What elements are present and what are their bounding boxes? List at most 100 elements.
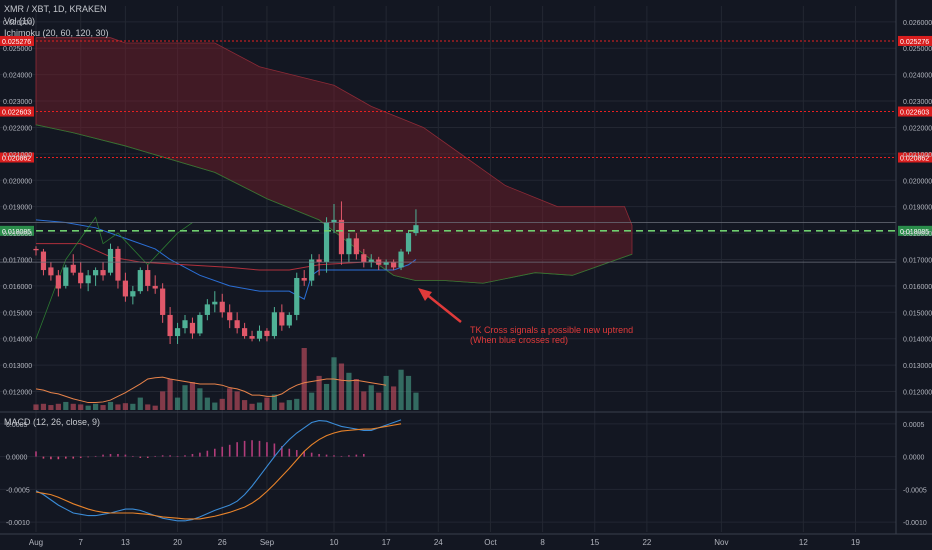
price-axis-tick: 0.015000: [903, 310, 932, 317]
price-axis-tick-left: 0.017000: [3, 257, 32, 264]
level-tag-left-label: 0.018085: [2, 229, 31, 236]
price-axis-tick-left: 0.021000: [3, 152, 32, 159]
volume-bar: [174, 397, 181, 410]
candle-body: [398, 251, 404, 268]
time-axis-tick: Nov: [714, 538, 728, 547]
macd-histogram-bar: [310, 452, 313, 457]
volume-bar: [145, 404, 151, 410]
level-tag-right-label: 0.018085: [900, 229, 929, 236]
volume-bar: [55, 403, 61, 410]
volume-bar: [130, 403, 136, 410]
price-axis-tick-left: 0.026000: [3, 20, 32, 27]
level-tag-right: [898, 106, 932, 117]
candle-body: [137, 270, 143, 292]
macd-axis-tick-left: 0.0000: [6, 455, 28, 462]
price-axis-tick-left: 0.024000: [3, 73, 32, 80]
candle-body: [353, 238, 359, 255]
volume-bar: [212, 402, 218, 410]
candle-body: [130, 291, 136, 297]
macd-histogram-bar: [273, 443, 276, 457]
candle-body: [107, 248, 114, 273]
macd-histogram-bar: [228, 444, 231, 457]
candle-body: [197, 314, 203, 334]
volume-bar: [122, 403, 128, 410]
candle-body: [212, 301, 218, 305]
macd-histogram-bar: [355, 454, 358, 457]
time-axis-tick: 20: [173, 538, 182, 547]
volume-bar: [368, 385, 374, 410]
candle-body: [256, 330, 263, 339]
candle-body: [48, 267, 54, 276]
macd-histogram-bar: [132, 455, 134, 457]
arrow-head: [418, 288, 432, 301]
macd-histogram-bar: [236, 442, 238, 457]
volume-bar: [279, 402, 285, 410]
volume-bar: [100, 405, 106, 410]
candle-body: [309, 259, 315, 281]
time-axis-tick: 22: [642, 538, 651, 547]
candle-body: [152, 285, 158, 289]
candle-body: [78, 272, 84, 284]
level-tag-right-label: 0.020862: [900, 156, 929, 163]
macd-histogram-bar: [325, 454, 328, 457]
candle-body: [249, 336, 255, 339]
price-axis-tick-left: 0.022000: [3, 125, 32, 132]
candle-body: [264, 330, 270, 337]
candle-body: [323, 222, 330, 263]
price-axis-tick: 0.024000: [903, 73, 932, 80]
macd-pane: [35, 419, 402, 522]
level-tag-right: [898, 225, 932, 236]
candle-body: [100, 270, 106, 276]
macd-histogram-bar: [288, 448, 291, 457]
volume-bar: [309, 392, 315, 410]
volume-bar: [160, 391, 166, 410]
candle-body: [338, 219, 345, 255]
macd-legend: MACD (12, 26, close, 9): [4, 417, 101, 427]
macd-histogram-bar: [117, 453, 119, 457]
candles: [33, 201, 419, 344]
candle-body: [316, 259, 322, 263]
time-axis-tick: 17: [382, 538, 391, 547]
macd-histogram-bar: [154, 455, 156, 457]
price-axis-tick-left: 0.013000: [3, 363, 32, 370]
volume-bar: [219, 398, 225, 410]
volume-bar: [242, 400, 248, 410]
candle-body: [234, 320, 240, 329]
time-axis-tick: 15: [590, 538, 599, 547]
price-axis-tick: 0.022000: [903, 125, 932, 132]
candle-body: [368, 259, 374, 263]
macd-histogram-bar: [281, 446, 283, 457]
candle-body: [182, 320, 188, 329]
candle-body: [391, 262, 397, 268]
macd-histogram-bar: [176, 455, 179, 457]
volume-bar: [227, 388, 233, 410]
price-axis-tick: 0.020000: [903, 178, 932, 185]
volume-bar: [398, 369, 404, 410]
volume-bar: [40, 403, 47, 410]
level-tag-left-label: 0.020862: [2, 156, 31, 163]
level-tag-right: [898, 152, 932, 163]
volume-bar: [48, 405, 54, 410]
volume-bar: [376, 392, 382, 410]
level-tag-left: [0, 35, 34, 46]
time-axis-tick: Oct: [484, 538, 497, 547]
candle-body: [40, 251, 47, 271]
macd-axis-tick: 0.0000: [903, 455, 925, 462]
candle-body: [174, 328, 181, 337]
volume-bar: [301, 348, 307, 410]
price-axis-tick-left: 0.025000: [3, 46, 32, 53]
macd-histogram-bar: [318, 453, 320, 457]
price-axis-tick-left: 0.012000: [3, 390, 32, 397]
macd-histogram-bar: [214, 448, 216, 457]
candle-body: [405, 233, 412, 252]
ichimoku-legend: Ichimoku (20, 60, 120, 30): [4, 28, 109, 38]
volume-bar: [189, 382, 196, 410]
volume-bar: [182, 385, 188, 410]
candle-body: [145, 270, 151, 286]
volume-bar: [264, 397, 270, 410]
macd-histogram-bar: [184, 455, 186, 457]
volume-bar: [383, 375, 389, 410]
candle-body: [115, 248, 121, 281]
macd-histogram-bar: [333, 455, 335, 457]
